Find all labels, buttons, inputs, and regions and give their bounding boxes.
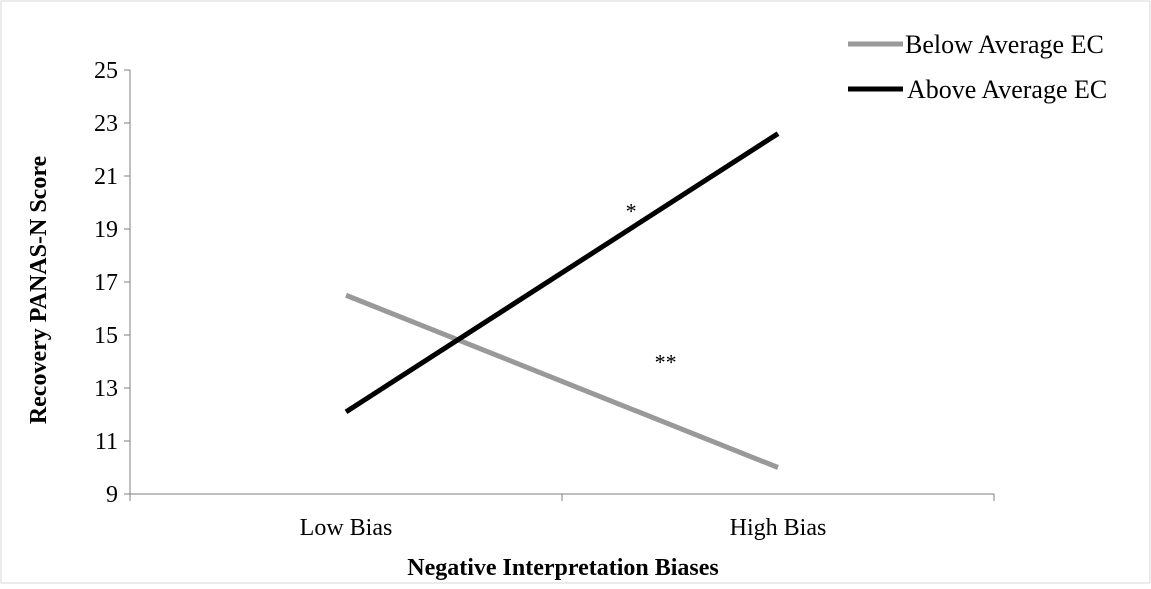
series-line-below-average-ec [345,292,779,470]
y-tick-label-17: 17 [94,270,118,296]
y-tick-label-15: 15 [94,323,118,349]
x-axis-title: Negative Interpretation Biases [407,555,719,581]
y-tick-label-23: 23 [94,111,118,137]
legend-label-below-average-ec: Below Average EC [905,30,1104,59]
x-tick-label-low-bias: Low Bias [300,515,393,541]
y-axis-title: Recovery PANAS-N Score [26,155,52,424]
legend-label-above-average-ec: Above Average EC [907,75,1107,104]
y-tick-label-19: 19 [94,217,118,243]
y-tick-label-9: 9 [106,482,118,508]
y-tick-label-13: 13 [94,376,118,402]
series-line-above-average-ec [344,131,780,414]
legend: Below Average EC Above Average EC [848,30,1107,104]
y-tick-label-11: 11 [95,429,118,455]
significance-annotation-0: * [626,198,637,223]
y-tick-label-25: 25 [94,58,118,84]
y-tick-label-21: 21 [94,164,118,190]
significance-annotation-1: ** [655,349,677,374]
x-tick-label-high-bias: High Bias [730,515,827,541]
